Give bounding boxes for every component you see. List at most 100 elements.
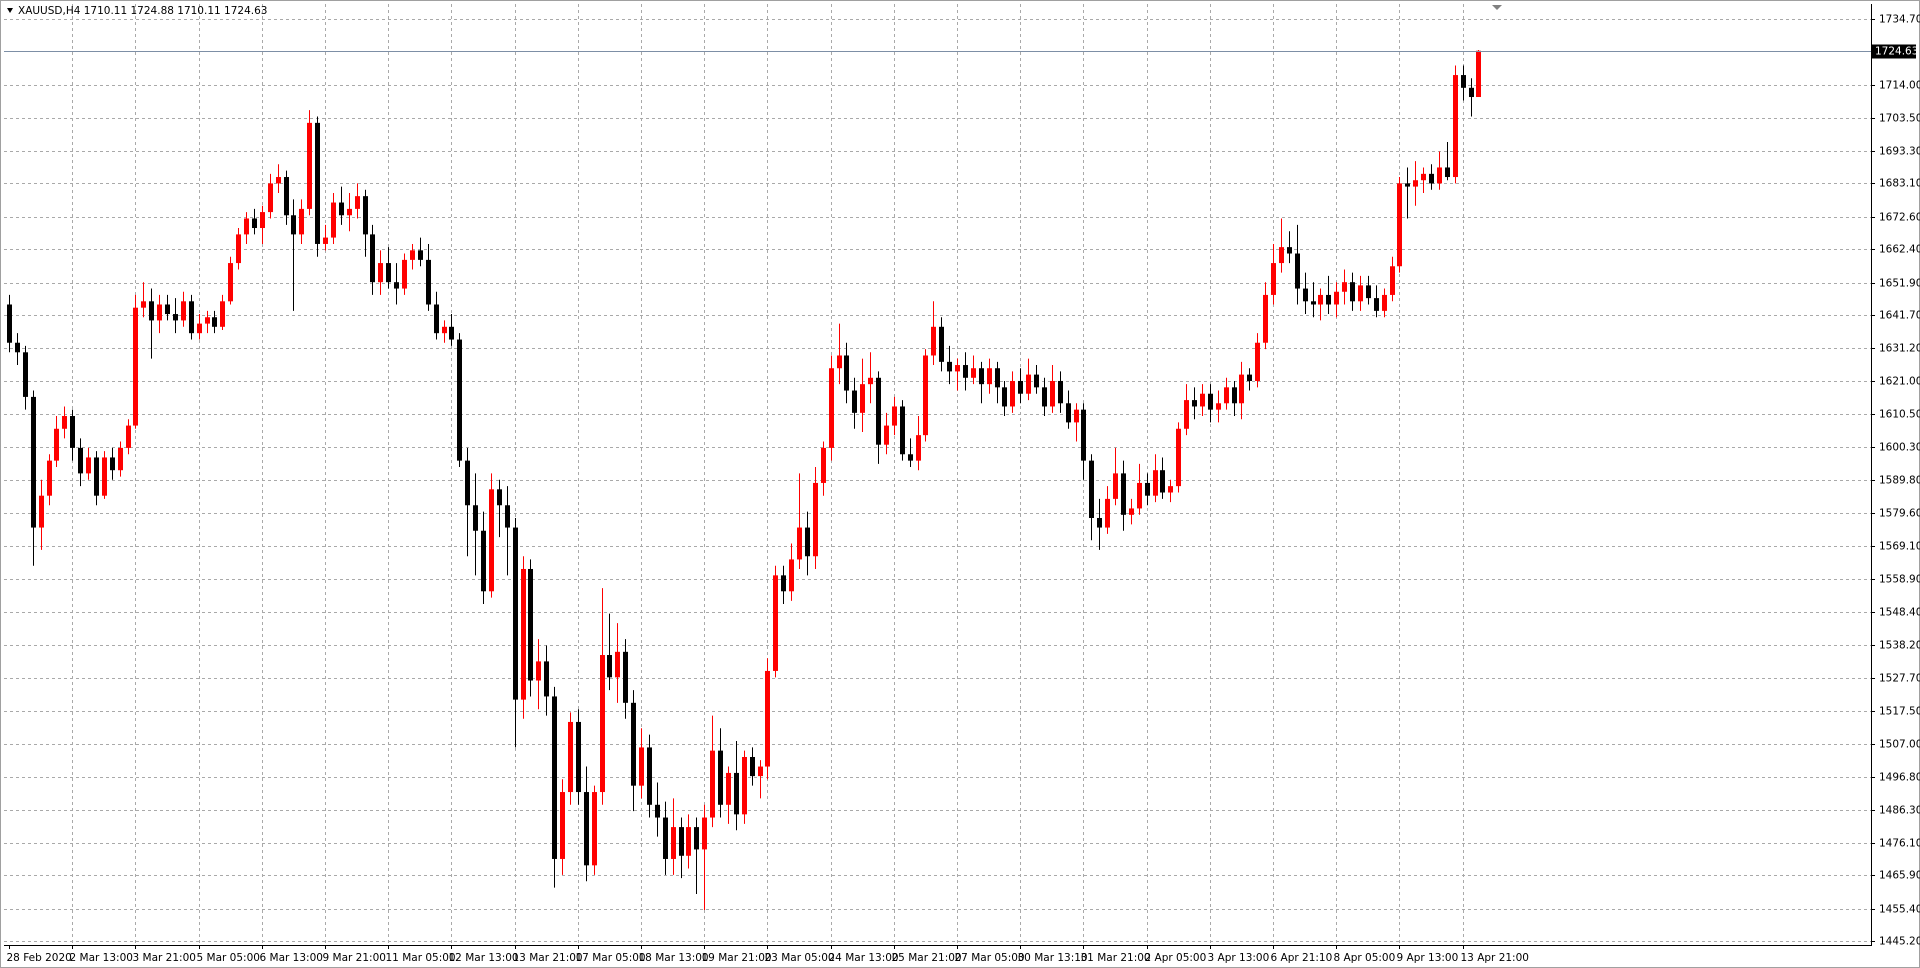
candle-body bbox=[1263, 294, 1268, 343]
x-tick-label: 6 Mar 13:00 bbox=[260, 952, 323, 964]
candle-body bbox=[1476, 50, 1481, 98]
x-tick-label: 8 Apr 05:00 bbox=[1334, 952, 1396, 964]
candle-body bbox=[110, 457, 115, 471]
candle-body bbox=[726, 772, 731, 805]
x-tick-label: 17 Mar 05:00 bbox=[576, 952, 646, 964]
candle-body bbox=[434, 304, 439, 334]
candle-body bbox=[489, 489, 494, 592]
candle-body bbox=[963, 365, 968, 378]
candle-body bbox=[1239, 374, 1244, 404]
x-tick-label: 13 Mar 21:00 bbox=[513, 952, 583, 964]
candle-body bbox=[1469, 87, 1474, 98]
y-tick-label: 1517.50 bbox=[1879, 706, 1920, 718]
candle-body bbox=[671, 827, 676, 859]
candle-body bbox=[268, 183, 273, 213]
candle-body bbox=[995, 368, 1000, 388]
y-tick-label: 1651.90 bbox=[1879, 278, 1920, 290]
candle-body bbox=[663, 817, 668, 859]
candle-body bbox=[844, 355, 849, 391]
candle-body bbox=[70, 416, 75, 448]
candle-body bbox=[916, 435, 921, 461]
candle-body bbox=[102, 457, 107, 496]
candle-body bbox=[1232, 387, 1237, 404]
candle-body bbox=[860, 384, 865, 413]
candle-body bbox=[457, 339, 462, 461]
candle-body bbox=[315, 122, 320, 244]
x-tick-label: 23 Mar 05:00 bbox=[765, 952, 835, 964]
candle-body bbox=[426, 259, 431, 305]
candle-body bbox=[686, 827, 691, 856]
candle-body bbox=[1168, 486, 1173, 493]
y-tick-label: 1486.30 bbox=[1879, 805, 1920, 817]
x-tick-label: 11 Mar 05:00 bbox=[386, 952, 456, 964]
candle-body bbox=[505, 505, 510, 528]
candle-body bbox=[892, 406, 897, 426]
candle-body bbox=[363, 196, 368, 235]
candle-body bbox=[1018, 380, 1023, 394]
y-tick-label: 1538.20 bbox=[1879, 640, 1920, 652]
candle-body bbox=[291, 215, 296, 235]
candle-body bbox=[212, 317, 217, 327]
menu-arrow[interactable] bbox=[7, 8, 13, 13]
candle-body bbox=[1145, 482, 1150, 496]
candle-body bbox=[1074, 409, 1079, 423]
candle-body bbox=[592, 792, 597, 866]
x-tick-label: 6 Apr 21:10 bbox=[1271, 952, 1333, 964]
candle-body bbox=[908, 454, 913, 461]
candle-body bbox=[165, 304, 170, 315]
candle-body bbox=[94, 457, 99, 496]
candle-body bbox=[1318, 294, 1323, 305]
candle-body bbox=[560, 792, 565, 859]
y-tick-label: 1527.70 bbox=[1879, 673, 1920, 685]
y-tick-label: 1476.10 bbox=[1879, 838, 1920, 850]
candle-body bbox=[947, 361, 952, 372]
x-tick-label: 5 Mar 05:00 bbox=[197, 952, 260, 964]
candle-body bbox=[797, 527, 802, 560]
candle-body bbox=[1224, 387, 1229, 404]
y-tick-label: 1558.90 bbox=[1879, 574, 1920, 586]
candle-body bbox=[1326, 294, 1331, 305]
candle-body bbox=[133, 307, 138, 426]
x-tick-label: 31 Mar 21:00 bbox=[1081, 952, 1151, 964]
x-tick-label: 24 Mar 13:00 bbox=[829, 952, 899, 964]
candle-body bbox=[347, 208, 352, 216]
candle-body bbox=[813, 482, 818, 557]
candle-body bbox=[1445, 167, 1450, 178]
y-tick-label: 1496.80 bbox=[1879, 772, 1920, 784]
candle-body bbox=[418, 250, 423, 260]
candle-body bbox=[734, 772, 739, 815]
candle-body bbox=[1358, 285, 1363, 302]
candle-body bbox=[1184, 400, 1189, 429]
candle-body bbox=[781, 575, 786, 592]
candle-body bbox=[181, 301, 186, 321]
chart-title: XAUUSD,H4 1710.11 1724.88 1710.11 1724.6… bbox=[18, 5, 267, 17]
candle-body bbox=[402, 259, 407, 289]
candle-body bbox=[1382, 294, 1387, 311]
candle-body bbox=[1010, 380, 1015, 407]
x-tick-label: 27 Mar 05:00 bbox=[955, 952, 1025, 964]
candle-body bbox=[370, 234, 375, 283]
candle-body bbox=[299, 208, 304, 235]
candle-body bbox=[54, 428, 59, 461]
candle-body bbox=[852, 390, 857, 413]
candle-body bbox=[1002, 387, 1007, 407]
candle-body bbox=[1461, 75, 1466, 88]
y-tick-label: 1589.80 bbox=[1879, 475, 1920, 487]
candle-body bbox=[750, 756, 755, 777]
candle-body bbox=[331, 202, 336, 238]
candle-body bbox=[244, 218, 249, 235]
candle-body bbox=[386, 263, 391, 283]
candle-body bbox=[189, 301, 194, 334]
candle-body bbox=[126, 425, 131, 448]
candle-body bbox=[1303, 288, 1308, 302]
candle-body bbox=[655, 804, 660, 818]
candle-body bbox=[987, 368, 992, 385]
y-tick-label: 1548.40 bbox=[1879, 607, 1920, 619]
candle-body bbox=[900, 406, 905, 455]
candle-body bbox=[536, 661, 541, 681]
candle-body bbox=[410, 250, 415, 260]
candle-body bbox=[584, 792, 589, 866]
y-tick-label: 1631.20 bbox=[1879, 343, 1920, 355]
candle-body bbox=[449, 326, 454, 340]
candle-body bbox=[118, 447, 123, 471]
